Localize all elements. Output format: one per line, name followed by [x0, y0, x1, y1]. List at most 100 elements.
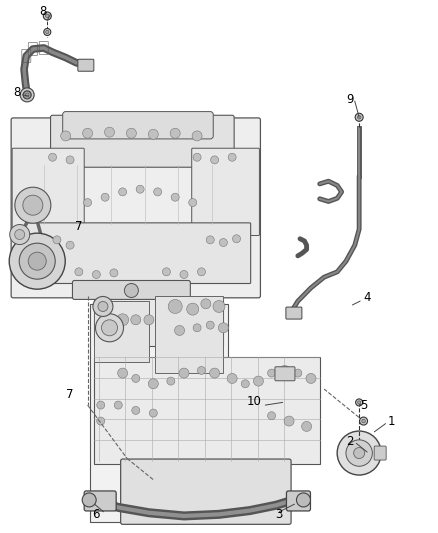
FancyBboxPatch shape: [25, 223, 251, 284]
Circle shape: [20, 88, 34, 102]
FancyBboxPatch shape: [78, 59, 94, 71]
Circle shape: [241, 379, 249, 388]
Circle shape: [101, 193, 109, 201]
Circle shape: [46, 30, 49, 34]
Circle shape: [149, 409, 157, 417]
FancyBboxPatch shape: [12, 148, 84, 236]
Circle shape: [9, 233, 65, 289]
FancyBboxPatch shape: [94, 298, 223, 346]
Circle shape: [105, 127, 114, 137]
Circle shape: [337, 431, 381, 475]
Circle shape: [353, 448, 365, 458]
Circle shape: [97, 417, 105, 425]
FancyBboxPatch shape: [120, 459, 291, 524]
Circle shape: [170, 128, 180, 138]
Circle shape: [132, 374, 140, 383]
Text: 6: 6: [92, 508, 100, 521]
Circle shape: [198, 268, 205, 276]
Circle shape: [43, 12, 51, 20]
Circle shape: [346, 440, 372, 466]
Circle shape: [61, 131, 71, 141]
Circle shape: [167, 377, 175, 385]
Circle shape: [92, 270, 100, 279]
FancyBboxPatch shape: [275, 367, 295, 381]
Text: 3: 3: [275, 508, 283, 521]
FancyBboxPatch shape: [72, 280, 191, 300]
Text: 1: 1: [388, 415, 395, 427]
Circle shape: [280, 366, 290, 375]
Circle shape: [362, 419, 365, 423]
Circle shape: [98, 302, 108, 311]
Circle shape: [53, 236, 61, 244]
Circle shape: [131, 315, 141, 325]
Circle shape: [227, 374, 237, 383]
Circle shape: [268, 411, 276, 420]
Circle shape: [95, 314, 124, 342]
Text: 7: 7: [75, 220, 82, 233]
Circle shape: [10, 224, 30, 245]
Circle shape: [168, 300, 182, 313]
Circle shape: [211, 156, 219, 164]
Text: 7: 7: [66, 388, 74, 401]
Circle shape: [356, 399, 363, 406]
Circle shape: [198, 366, 205, 375]
Circle shape: [228, 153, 236, 161]
Circle shape: [66, 156, 74, 164]
Circle shape: [219, 238, 227, 247]
Circle shape: [23, 195, 43, 215]
Circle shape: [136, 185, 144, 193]
Circle shape: [201, 299, 211, 309]
Circle shape: [179, 368, 189, 378]
Circle shape: [110, 329, 118, 337]
Circle shape: [49, 153, 57, 161]
Circle shape: [355, 113, 363, 122]
Circle shape: [171, 193, 179, 201]
Circle shape: [175, 326, 184, 335]
Circle shape: [210, 368, 219, 378]
Circle shape: [84, 198, 92, 207]
Circle shape: [219, 323, 228, 333]
Circle shape: [148, 379, 158, 389]
Circle shape: [154, 188, 162, 196]
Circle shape: [15, 230, 25, 239]
Circle shape: [144, 315, 154, 325]
Circle shape: [306, 374, 316, 383]
Circle shape: [25, 93, 29, 96]
Circle shape: [114, 401, 122, 409]
Circle shape: [357, 401, 361, 404]
Circle shape: [193, 324, 201, 332]
Circle shape: [93, 296, 113, 317]
Circle shape: [206, 236, 214, 244]
Circle shape: [127, 128, 136, 138]
FancyBboxPatch shape: [374, 446, 386, 460]
Circle shape: [82, 493, 96, 507]
Circle shape: [23, 91, 31, 99]
FancyBboxPatch shape: [50, 115, 234, 167]
Circle shape: [357, 116, 361, 119]
Circle shape: [360, 417, 367, 425]
Circle shape: [148, 130, 158, 139]
Circle shape: [118, 368, 127, 378]
Circle shape: [233, 235, 240, 243]
Circle shape: [97, 401, 105, 409]
FancyBboxPatch shape: [286, 491, 311, 511]
Circle shape: [297, 493, 311, 507]
Circle shape: [24, 91, 31, 99]
Circle shape: [28, 252, 46, 270]
FancyBboxPatch shape: [11, 118, 261, 298]
Circle shape: [187, 303, 199, 315]
Circle shape: [124, 284, 138, 297]
Circle shape: [162, 268, 170, 276]
Circle shape: [189, 198, 197, 207]
Circle shape: [102, 320, 117, 336]
Circle shape: [284, 416, 294, 426]
Circle shape: [66, 241, 74, 249]
Circle shape: [213, 301, 225, 312]
Circle shape: [46, 14, 49, 18]
Circle shape: [206, 321, 214, 329]
Text: 2: 2: [346, 435, 354, 448]
FancyBboxPatch shape: [63, 111, 213, 139]
Circle shape: [302, 422, 311, 431]
Circle shape: [294, 369, 302, 377]
Circle shape: [119, 188, 127, 196]
